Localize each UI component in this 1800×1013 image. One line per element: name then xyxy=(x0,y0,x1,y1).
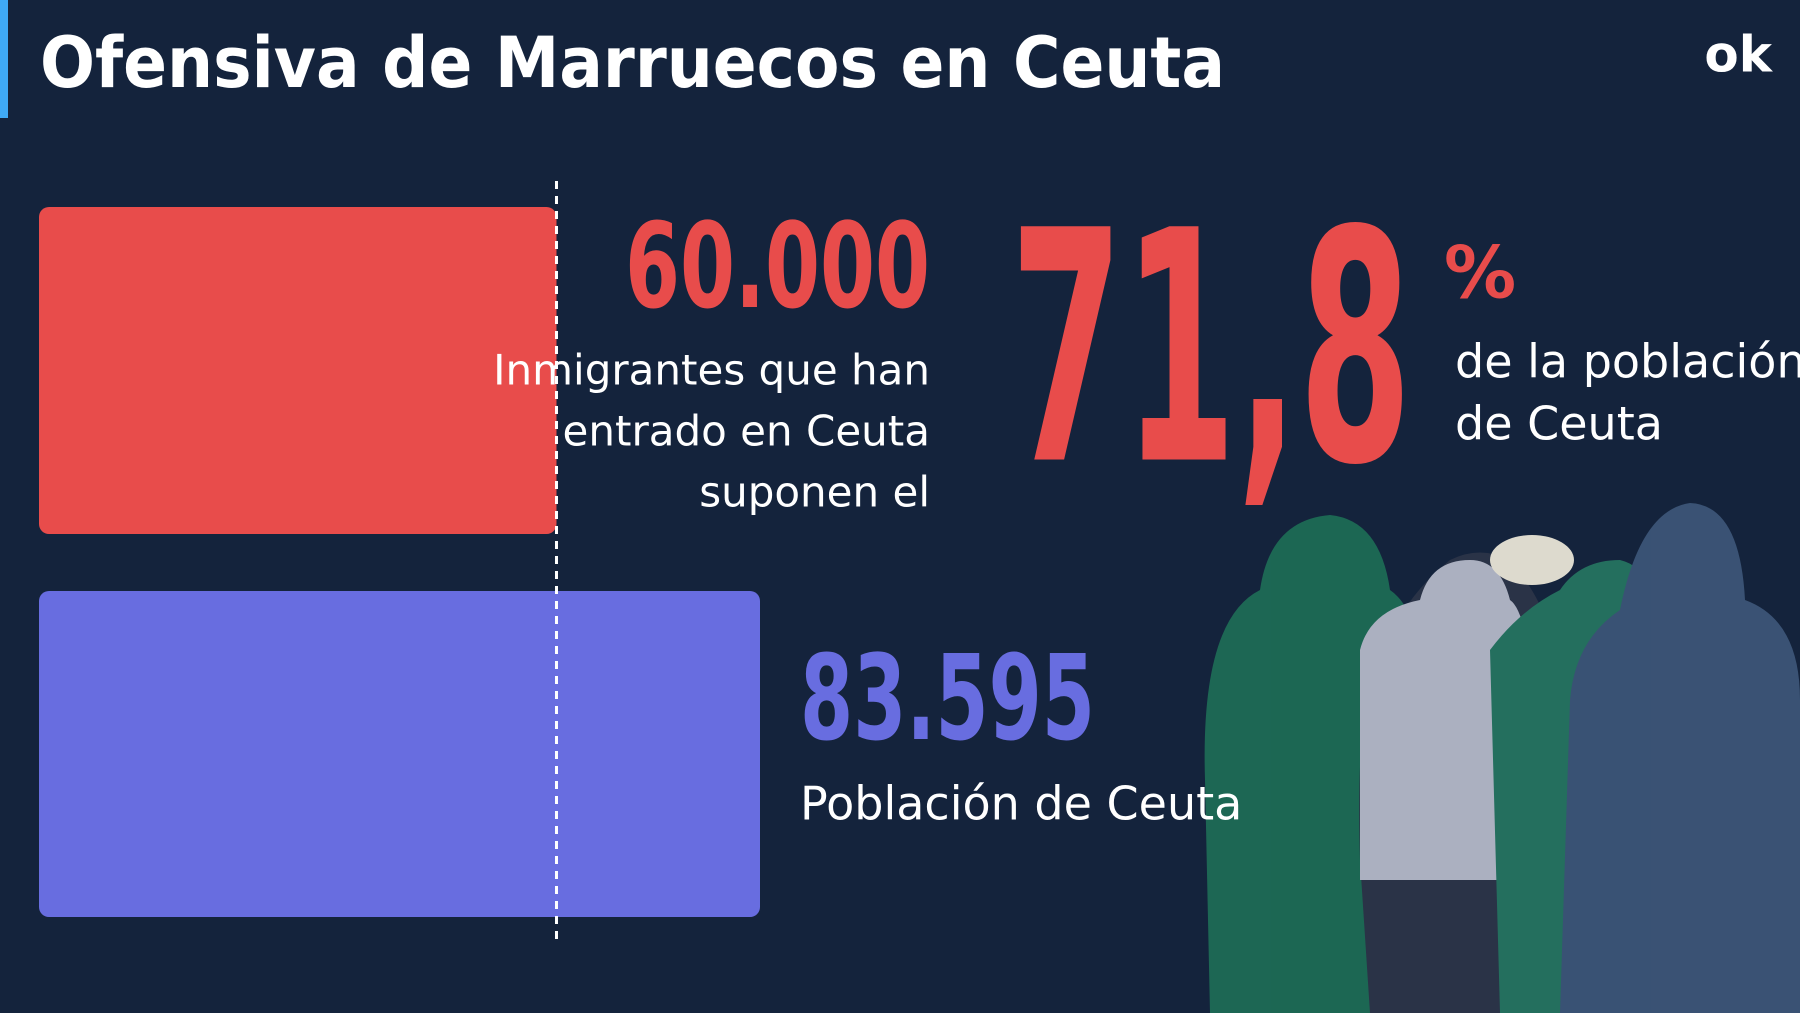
description: suponen el xyxy=(699,468,930,517)
share-description: de la población xyxy=(1455,335,1800,389)
photo xyxy=(1204,503,1800,1013)
logo: ok xyxy=(1704,26,1773,84)
bar xyxy=(39,591,760,917)
chart-title: Ofensiva de Marruecos en Ceuta xyxy=(40,22,1225,104)
description: Inmigrantes que han xyxy=(493,346,930,395)
description: entrado en Ceuta xyxy=(563,407,930,456)
value-label: 60.000 xyxy=(625,197,930,335)
share-unit: % xyxy=(1444,231,1516,315)
share-value: 71,8 xyxy=(1010,164,1412,536)
bar xyxy=(39,207,557,534)
value-label: 83.595 xyxy=(800,629,1095,767)
title-accent xyxy=(0,0,8,118)
share-description: de Ceuta xyxy=(1455,397,1663,451)
description: Población de Ceuta xyxy=(800,777,1242,831)
